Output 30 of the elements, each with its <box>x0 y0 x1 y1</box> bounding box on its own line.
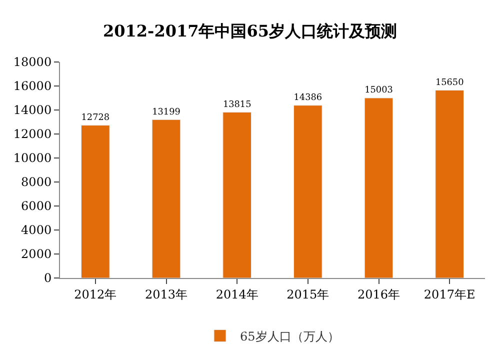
data-label: 15003 <box>364 86 393 96</box>
bar <box>152 119 181 278</box>
data-label: 13815 <box>222 100 252 110</box>
y-tick-label: 8000 <box>21 175 52 190</box>
x-tick-label: 2012年 <box>74 287 117 302</box>
x-tick-label: 2016年 <box>357 287 400 302</box>
y-tick-label: 6000 <box>21 199 52 214</box>
y-tick-label: 2000 <box>21 247 52 262</box>
chart-title: 2012-2017年中国65岁人口统计及预测 <box>103 22 397 41</box>
y-tick-label: 18000 <box>13 55 52 70</box>
bar <box>81 125 110 278</box>
data-label: 15650 <box>435 78 464 88</box>
y-tick-label: 16000 <box>13 79 52 94</box>
x-tick-label: 2014年 <box>216 287 258 302</box>
y-tick-label: 4000 <box>21 223 52 238</box>
y-tick-label: 12000 <box>13 127 52 142</box>
x-tick-label: 2017年E <box>424 287 476 302</box>
legend-label: 65岁人口（万人） <box>240 329 340 344</box>
data-label: 12728 <box>81 113 110 124</box>
y-tick-label: 10000 <box>13 151 52 166</box>
x-tick-label: 2013年 <box>144 287 188 302</box>
y-tick-label: 0 <box>44 271 52 286</box>
data-label: 14386 <box>294 93 322 104</box>
x-tick-label: 2015年 <box>286 287 330 302</box>
data-label: 13199 <box>152 107 181 118</box>
bar <box>435 90 464 278</box>
y-tick-label: 14000 <box>13 103 52 118</box>
bar <box>294 105 322 278</box>
bar <box>364 98 394 278</box>
bar <box>222 112 252 278</box>
